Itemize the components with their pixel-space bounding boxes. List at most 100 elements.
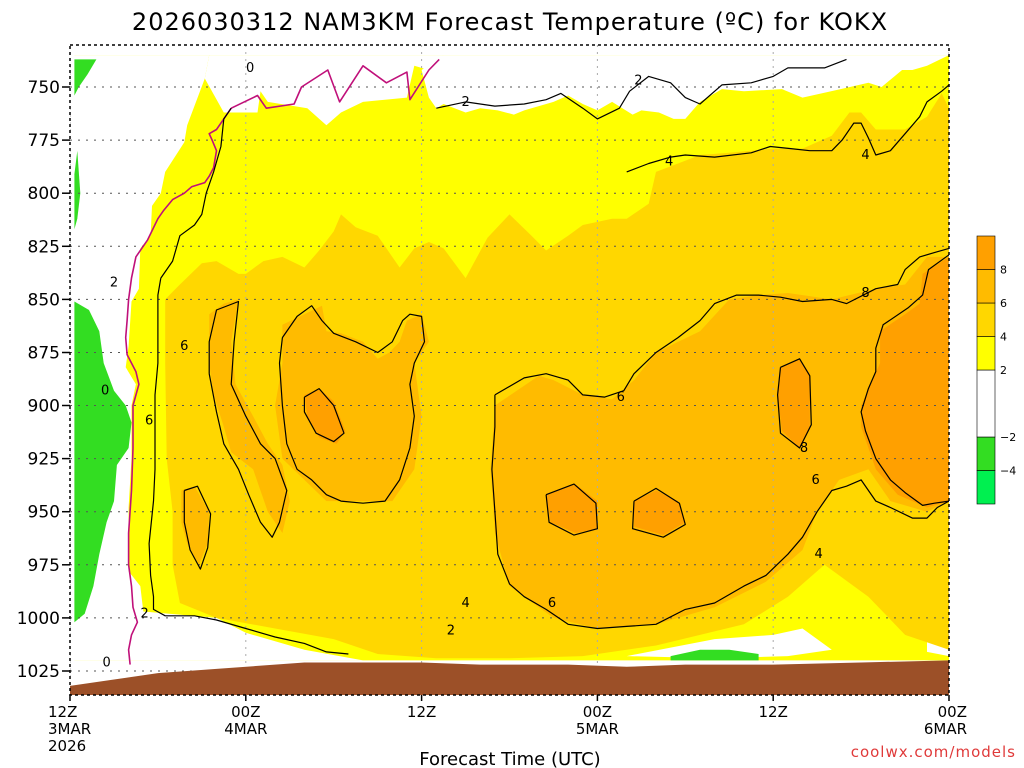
contour-6-6 bbox=[208, 300, 288, 538]
temp-region--4--2-18 bbox=[74, 150, 81, 230]
colorbar-bin-2-to-4 bbox=[976, 336, 996, 371]
x-tick-label-60-1: 6MAR bbox=[924, 720, 967, 738]
colorbar-bin--2-to-2 bbox=[976, 369, 996, 438]
contour-label-4: 4 bbox=[461, 596, 469, 611]
temp-region-8-10-15 bbox=[777, 358, 810, 448]
contour-label-4: 4 bbox=[814, 547, 822, 562]
y-tick-label-900: 900 bbox=[28, 397, 60, 417]
contour-label-0: 0 bbox=[102, 656, 110, 671]
credit-text[interactable]: coolwx.com/models bbox=[851, 743, 1016, 761]
temp-region-6-8-9 bbox=[275, 305, 429, 502]
x-tick-label-0-2: 2026 bbox=[48, 737, 86, 755]
contour-label-2: 2 bbox=[141, 607, 149, 622]
contour-8-15 bbox=[860, 254, 949, 506]
contour-label-4: 4 bbox=[861, 148, 869, 163]
y-tick-label-925: 925 bbox=[28, 450, 60, 470]
contour-8-13 bbox=[631, 487, 686, 538]
contour-6-9 bbox=[491, 394, 949, 630]
contour-8-12 bbox=[545, 483, 599, 536]
temp-region-6-8-11 bbox=[181, 486, 210, 565]
colorbar-label-8: 8 bbox=[1000, 264, 1007, 277]
colorbar-bin-4-to-6 bbox=[976, 302, 996, 337]
y-tick-label-850: 850 bbox=[28, 290, 60, 310]
contour-6-7 bbox=[278, 305, 426, 504]
surface-terrain bbox=[70, 660, 949, 695]
contour-label-6: 6 bbox=[968, 148, 976, 163]
x-tick-label-12-0: 00Z bbox=[231, 703, 260, 721]
colorbar-bin-6-to-8 bbox=[976, 269, 996, 304]
contour-label-0: 0 bbox=[101, 384, 109, 399]
colorbar-legend: 8 6 4 2 −2 −4 bbox=[976, 235, 1016, 505]
contour-label-8: 8 bbox=[800, 441, 808, 456]
y-tick-label-975: 975 bbox=[28, 556, 60, 576]
x-tick-label-0-0: 12Z bbox=[48, 703, 77, 721]
x-tick-label-48-0: 12Z bbox=[759, 703, 788, 721]
y-tick-label-1000: 1000 bbox=[17, 609, 60, 629]
plot-frame bbox=[69, 44, 950, 696]
colorbar-label-2: 2 bbox=[1000, 364, 1007, 377]
contour-label-6: 6 bbox=[180, 339, 188, 354]
contour-0-0 bbox=[230, 58, 440, 109]
contour-label-0: 0 bbox=[246, 61, 254, 76]
contour-label-6: 6 bbox=[145, 413, 153, 428]
temp-region-6-8-8 bbox=[209, 299, 290, 533]
contour-label-6: 6 bbox=[812, 473, 820, 488]
contour-lines bbox=[124, 58, 949, 665]
surface-ground bbox=[70, 660, 949, 695]
temp-region--4--2-17 bbox=[74, 59, 97, 96]
temp-region-6-8-10 bbox=[490, 256, 949, 629]
contour-6-10 bbox=[183, 485, 212, 570]
colorbar-label--2: −2 bbox=[1000, 431, 1016, 444]
contour-label-6: 6 bbox=[548, 596, 556, 611]
x-tick-label-24-0: 12Z bbox=[407, 703, 436, 721]
contour-2-4 bbox=[436, 58, 847, 120]
temperature-fill-layer bbox=[70, 55, 949, 661]
contour-label-6: 6 bbox=[617, 390, 625, 405]
contour-label-4: 4 bbox=[665, 154, 673, 169]
temp-region-8-10-12 bbox=[304, 388, 346, 444]
contour-label-2: 2 bbox=[634, 74, 642, 89]
contour-0-1 bbox=[124, 107, 232, 665]
x-tick-label-0-1: 3MAR bbox=[48, 720, 91, 738]
y-tick-label-825: 825 bbox=[28, 237, 60, 257]
contour-label-8: 8 bbox=[861, 286, 869, 301]
x-tick-label-12-1: 4MAR bbox=[224, 720, 267, 738]
y-tick-label-750: 750 bbox=[28, 78, 60, 98]
chart-title: 2026030312 NAM3KM Forecast Temperature (… bbox=[132, 8, 888, 36]
contour-8-14 bbox=[776, 358, 812, 449]
colorbar-bin--6-to--4 bbox=[976, 470, 996, 505]
contour-label-2: 2 bbox=[110, 275, 118, 290]
contour-4-5 bbox=[626, 84, 949, 173]
y-tick-label-950: 950 bbox=[28, 503, 60, 523]
colorbar-bin--4-to--2 bbox=[976, 436, 996, 471]
temp-region--4--2-19 bbox=[74, 301, 132, 623]
x-tick-label-36-1: 5MAR bbox=[576, 720, 619, 738]
x-tick-label-60-0: 00Z bbox=[938, 703, 967, 721]
contour-2-3 bbox=[160, 107, 232, 279]
y-tick-label-800: 800 bbox=[28, 184, 60, 204]
colorbar-label--4: −4 bbox=[1000, 465, 1016, 478]
temp-region-8-10-13 bbox=[546, 484, 598, 533]
y-axis-ticks: 750 775 800 825 850 875 900 925 950 975 1000 1025 bbox=[17, 78, 70, 682]
colorbar-label-4: 4 bbox=[1000, 331, 1007, 344]
x-tick-label-36-0: 00Z bbox=[583, 703, 612, 721]
temp-region--4--2-20 bbox=[670, 649, 759, 661]
contour-2-2 bbox=[148, 277, 349, 655]
x-axis-label: Forecast Time (UTC) bbox=[419, 749, 600, 768]
colorbar-bin-8-to-10 bbox=[976, 235, 996, 270]
contour-label-bg-12 bbox=[966, 147, 978, 162]
colorbar-label-6: 6 bbox=[1000, 297, 1007, 310]
temp-region--2-2-2 bbox=[204, 55, 444, 126]
contour-label-2: 2 bbox=[461, 95, 469, 110]
temp-region--2-2-3 bbox=[421, 55, 949, 119]
contour-6-8 bbox=[494, 247, 949, 398]
y-tick-label-1025: 1025 bbox=[17, 662, 60, 682]
y-tick-label-775: 775 bbox=[28, 131, 60, 151]
temp-region--2-2-5 bbox=[626, 628, 832, 659]
temp-region-8-10-16 bbox=[861, 256, 949, 508]
temp-region--2-2-1 bbox=[70, 55, 363, 661]
temp-region-8-10-14 bbox=[634, 490, 686, 536]
